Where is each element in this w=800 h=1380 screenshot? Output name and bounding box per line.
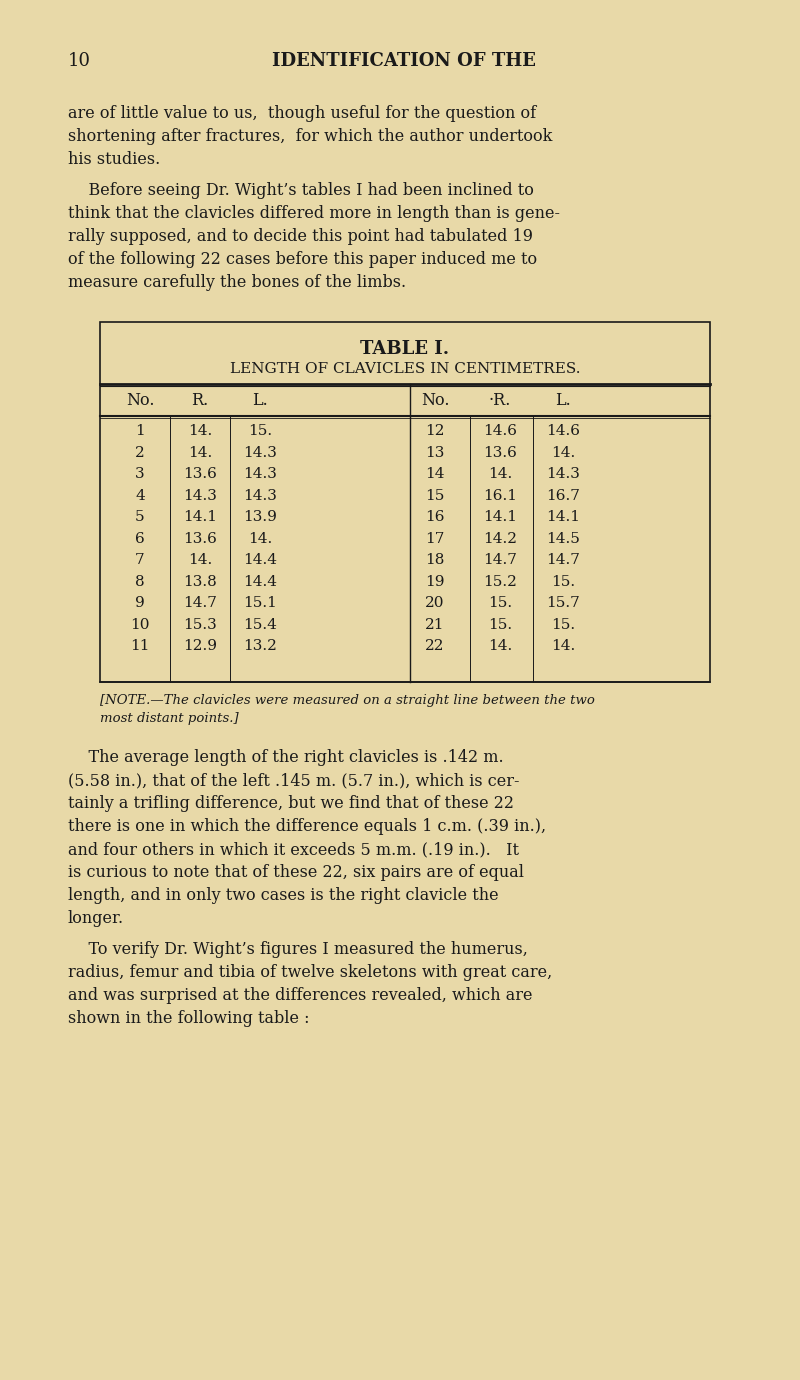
Text: TABLE I.: TABLE I. xyxy=(361,339,450,357)
Text: 19: 19 xyxy=(426,574,445,588)
Text: 14.3: 14.3 xyxy=(243,446,277,460)
Text: 2: 2 xyxy=(135,446,145,460)
Text: shortening after fractures,  for which the author undertook: shortening after fractures, for which th… xyxy=(68,128,552,145)
Text: longer.: longer. xyxy=(68,909,124,927)
Text: The average length of the right clavicles is .142 m.: The average length of the right clavicle… xyxy=(68,749,504,766)
Text: rally supposed, and to decide this point had tabulated 19: rally supposed, and to decide this point… xyxy=(68,228,533,246)
Text: 16.7: 16.7 xyxy=(546,489,580,502)
Text: 13: 13 xyxy=(426,446,445,460)
Text: 16.1: 16.1 xyxy=(483,489,517,502)
Text: 16: 16 xyxy=(426,511,445,524)
Text: 5: 5 xyxy=(135,511,145,524)
Text: Before seeing Dr. Wight’s tables I had been inclined to: Before seeing Dr. Wight’s tables I had b… xyxy=(68,182,534,199)
Text: 14.3: 14.3 xyxy=(243,466,277,482)
Text: 14.6: 14.6 xyxy=(483,424,517,437)
Text: 14.2: 14.2 xyxy=(483,531,517,545)
Text: 14.: 14. xyxy=(551,446,575,460)
Text: 14.: 14. xyxy=(551,639,575,653)
Text: 14.: 14. xyxy=(188,446,212,460)
Text: most distant points.]: most distant points.] xyxy=(100,712,238,724)
Text: 7: 7 xyxy=(135,553,145,567)
Text: 14.1: 14.1 xyxy=(183,511,217,524)
Text: 14.6: 14.6 xyxy=(546,424,580,437)
Text: 14.1: 14.1 xyxy=(546,511,580,524)
Text: and was surprised at the differences revealed, which are: and was surprised at the differences rev… xyxy=(68,987,533,1005)
Text: 13.6: 13.6 xyxy=(183,466,217,482)
Text: 13.6: 13.6 xyxy=(183,531,217,545)
Text: L.: L. xyxy=(555,392,571,408)
Text: 15.2: 15.2 xyxy=(483,574,517,588)
Text: No.: No. xyxy=(126,392,154,408)
Text: 13.8: 13.8 xyxy=(183,574,217,588)
Text: of the following 22 cases before this paper induced me to: of the following 22 cases before this pa… xyxy=(68,251,537,268)
Text: length, and in only two cases is the right clavicle the: length, and in only two cases is the rig… xyxy=(68,887,498,904)
Text: 14.7: 14.7 xyxy=(483,553,517,567)
Text: his studies.: his studies. xyxy=(68,150,160,168)
Text: 14.: 14. xyxy=(488,466,512,482)
Text: there is one in which the difference equals 1 c.m. (.39 in.),: there is one in which the difference equ… xyxy=(68,818,546,835)
FancyBboxPatch shape xyxy=(100,322,710,682)
Text: 9: 9 xyxy=(135,596,145,610)
Text: ·R.: ·R. xyxy=(489,392,511,408)
Text: 18: 18 xyxy=(426,553,445,567)
Text: radius, femur and tibia of twelve skeletons with great care,: radius, femur and tibia of twelve skelet… xyxy=(68,965,552,981)
Text: 17: 17 xyxy=(426,531,445,545)
Text: 21: 21 xyxy=(426,617,445,632)
Text: 14.3: 14.3 xyxy=(243,489,277,502)
Text: think that the clavicles differed more in length than is gene-: think that the clavicles differed more i… xyxy=(68,206,560,222)
Text: 13.9: 13.9 xyxy=(243,511,277,524)
Text: measure carefully the bones of the limbs.: measure carefully the bones of the limbs… xyxy=(68,275,406,291)
Text: LENGTH OF CLAVICLES IN CENTIMETRES.: LENGTH OF CLAVICLES IN CENTIMETRES. xyxy=(230,362,580,375)
Text: 1: 1 xyxy=(135,424,145,437)
Text: 14: 14 xyxy=(426,466,445,482)
Text: 15.: 15. xyxy=(488,596,512,610)
Text: 15.: 15. xyxy=(551,574,575,588)
Text: 12: 12 xyxy=(426,424,445,437)
Text: 14.: 14. xyxy=(488,639,512,653)
Text: are of little value to us,  though useful for the question of: are of little value to us, though useful… xyxy=(68,105,536,121)
Text: 14.3: 14.3 xyxy=(183,489,217,502)
Text: 15.: 15. xyxy=(488,617,512,632)
Text: 12.9: 12.9 xyxy=(183,639,217,653)
Text: 15: 15 xyxy=(426,489,445,502)
Text: 14.: 14. xyxy=(188,424,212,437)
Text: 20: 20 xyxy=(426,596,445,610)
Text: and four others in which it exceeds 5 m.m. (.19 in.).   It: and four others in which it exceeds 5 m.… xyxy=(68,840,519,858)
Text: 22: 22 xyxy=(426,639,445,653)
Text: 4: 4 xyxy=(135,489,145,502)
Text: To verify Dr. Wight’s figures I measured the humerus,: To verify Dr. Wight’s figures I measured… xyxy=(68,941,528,958)
Text: 14.: 14. xyxy=(248,531,272,545)
Text: 14.7: 14.7 xyxy=(546,553,580,567)
Text: 15.7: 15.7 xyxy=(546,596,580,610)
Text: 14.4: 14.4 xyxy=(243,553,277,567)
Text: 15.4: 15.4 xyxy=(243,617,277,632)
Text: 14.: 14. xyxy=(188,553,212,567)
Text: 13.6: 13.6 xyxy=(483,446,517,460)
Text: 6: 6 xyxy=(135,531,145,545)
Text: shown in the following table :: shown in the following table : xyxy=(68,1010,310,1027)
Text: 10: 10 xyxy=(130,617,150,632)
Text: [NOTE.—The clavicles were measured on a straight line between the two: [NOTE.—The clavicles were measured on a … xyxy=(100,694,595,707)
Text: No.: No. xyxy=(421,392,450,408)
Text: R.: R. xyxy=(191,392,209,408)
Text: 14.1: 14.1 xyxy=(483,511,517,524)
Text: IDENTIFICATION OF THE: IDENTIFICATION OF THE xyxy=(272,52,536,70)
Text: 11: 11 xyxy=(130,639,150,653)
Text: (5.58 in.), that of the left .145 m. (5.7 in.), which is cer-: (5.58 in.), that of the left .145 m. (5.… xyxy=(68,771,519,789)
Text: 13.2: 13.2 xyxy=(243,639,277,653)
Text: 15.: 15. xyxy=(551,617,575,632)
Text: tainly a trifling difference, but we find that of these 22: tainly a trifling difference, but we fin… xyxy=(68,795,514,811)
Text: L.: L. xyxy=(252,392,268,408)
Text: 10: 10 xyxy=(68,52,91,70)
Text: 15.3: 15.3 xyxy=(183,617,217,632)
Text: 3: 3 xyxy=(135,466,145,482)
Text: 14.4: 14.4 xyxy=(243,574,277,588)
Text: is curious to note that of these 22, six pairs are of equal: is curious to note that of these 22, six… xyxy=(68,864,524,880)
Text: 14.7: 14.7 xyxy=(183,596,217,610)
Text: 14.3: 14.3 xyxy=(546,466,580,482)
Text: 14.5: 14.5 xyxy=(546,531,580,545)
Text: 15.1: 15.1 xyxy=(243,596,277,610)
Text: 8: 8 xyxy=(135,574,145,588)
Text: 15.: 15. xyxy=(248,424,272,437)
